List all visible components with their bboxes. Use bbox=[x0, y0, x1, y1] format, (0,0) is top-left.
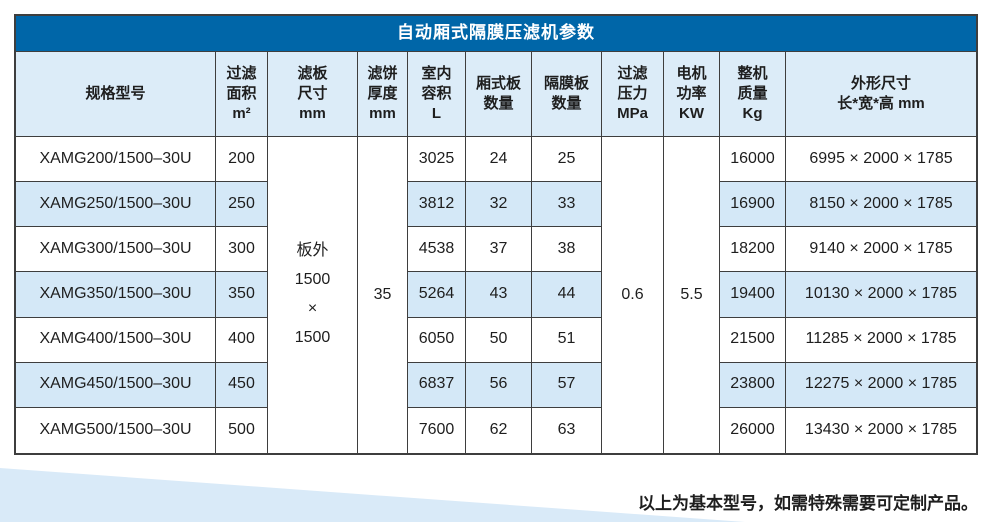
cell-volume: 6837 bbox=[408, 362, 466, 408]
merged-cell-pressure: 0.6 bbox=[602, 137, 664, 453]
cell-diaphragm-plates: 63 bbox=[532, 407, 602, 453]
cell-model: XAMG200/1500–30U bbox=[16, 137, 216, 183]
cell-model: XAMG400/1500–30U bbox=[16, 317, 216, 363]
cell-dimensions: 9140 × 2000 × 1785 bbox=[786, 227, 976, 273]
cell-volume: 6050 bbox=[408, 317, 466, 363]
decorative-wedge bbox=[0, 468, 745, 522]
header-volume: 室内 容积 L bbox=[408, 52, 466, 137]
footer-note: 以上为基本型号，如需特殊需要可定制产品。 bbox=[638, 494, 978, 513]
cell-area: 350 bbox=[216, 272, 268, 318]
cell-dimensions: 10130 × 2000 × 1785 bbox=[786, 272, 976, 318]
merged-cell-plate-size: 板外 1500 × 1500 bbox=[268, 137, 358, 453]
header-motor-power: 电机 功率 KW bbox=[664, 52, 720, 137]
cell-chamber-plates: 56 bbox=[466, 362, 532, 408]
merged-cell-motor-power: 5.5 bbox=[664, 137, 720, 453]
cell-weight: 19400 bbox=[720, 272, 786, 318]
cell-area: 500 bbox=[216, 407, 268, 453]
cell-chamber-plates: 62 bbox=[466, 407, 532, 453]
cell-chamber-plates: 37 bbox=[466, 227, 532, 273]
cell-dimensions: 13430 × 2000 × 1785 bbox=[786, 407, 976, 453]
cell-model: XAMG300/1500–30U bbox=[16, 227, 216, 273]
header-cake-thickness: 滤饼 厚度 mm bbox=[358, 52, 408, 137]
merged-cell-cake-thickness: 35 bbox=[358, 137, 408, 453]
cell-dimensions: 8150 × 2000 × 1785 bbox=[786, 182, 976, 228]
header-chamber-plates: 厢式板 数量 bbox=[466, 52, 532, 137]
cell-area: 400 bbox=[216, 317, 268, 363]
header-pressure: 过滤 压力 MPa bbox=[602, 52, 664, 137]
header-diaphragm-plates: 隔膜板 数量 bbox=[532, 52, 602, 137]
cell-weight: 26000 bbox=[720, 407, 786, 453]
cell-area: 200 bbox=[216, 137, 268, 183]
cell-model: XAMG450/1500–30U bbox=[16, 362, 216, 408]
cell-model: XAMG350/1500–30U bbox=[16, 272, 216, 318]
cell-volume: 3025 bbox=[408, 137, 466, 183]
header-weight: 整机 质量 Kg bbox=[720, 52, 786, 137]
table-title: 自动厢式隔膜压滤机参数 bbox=[16, 16, 976, 52]
cell-weight: 18200 bbox=[720, 227, 786, 273]
cell-area: 450 bbox=[216, 362, 268, 408]
cell-diaphragm-plates: 57 bbox=[532, 362, 602, 408]
spec-table: 自动厢式隔膜压滤机参数 规格型号 过滤 面积 m² 滤板 尺寸 mm 滤饼 厚度… bbox=[14, 14, 978, 455]
cell-diaphragm-plates: 25 bbox=[532, 137, 602, 183]
header-dimensions: 外形尺寸 长*宽*高 mm bbox=[786, 52, 976, 137]
cell-diaphragm-plates: 51 bbox=[532, 317, 602, 363]
cell-model: XAMG250/1500–30U bbox=[16, 182, 216, 228]
cell-weight: 23800 bbox=[720, 362, 786, 408]
cell-area: 300 bbox=[216, 227, 268, 273]
cell-chamber-plates: 24 bbox=[466, 137, 532, 183]
cell-diaphragm-plates: 33 bbox=[532, 182, 602, 228]
cell-diaphragm-plates: 44 bbox=[532, 272, 602, 318]
cell-volume: 5264 bbox=[408, 272, 466, 318]
cell-area: 250 bbox=[216, 182, 268, 228]
cell-chamber-plates: 32 bbox=[466, 182, 532, 228]
cell-volume: 3812 bbox=[408, 182, 466, 228]
cell-chamber-plates: 50 bbox=[466, 317, 532, 363]
header-filter-area: 过滤 面积 m² bbox=[216, 52, 268, 137]
cell-weight: 16000 bbox=[720, 137, 786, 183]
cell-volume: 4538 bbox=[408, 227, 466, 273]
cell-dimensions: 11285 × 2000 × 1785 bbox=[786, 317, 976, 363]
cell-diaphragm-plates: 38 bbox=[532, 227, 602, 273]
cell-volume: 7600 bbox=[408, 407, 466, 453]
cell-chamber-plates: 43 bbox=[466, 272, 532, 318]
cell-weight: 16900 bbox=[720, 182, 786, 228]
cell-weight: 21500 bbox=[720, 317, 786, 363]
header-plate-size: 滤板 尺寸 mm bbox=[268, 52, 358, 137]
cell-dimensions: 6995 × 2000 × 1785 bbox=[786, 137, 976, 183]
header-model: 规格型号 bbox=[16, 52, 216, 137]
cell-model: XAMG500/1500–30U bbox=[16, 407, 216, 453]
cell-dimensions: 12275 × 2000 × 1785 bbox=[786, 362, 976, 408]
